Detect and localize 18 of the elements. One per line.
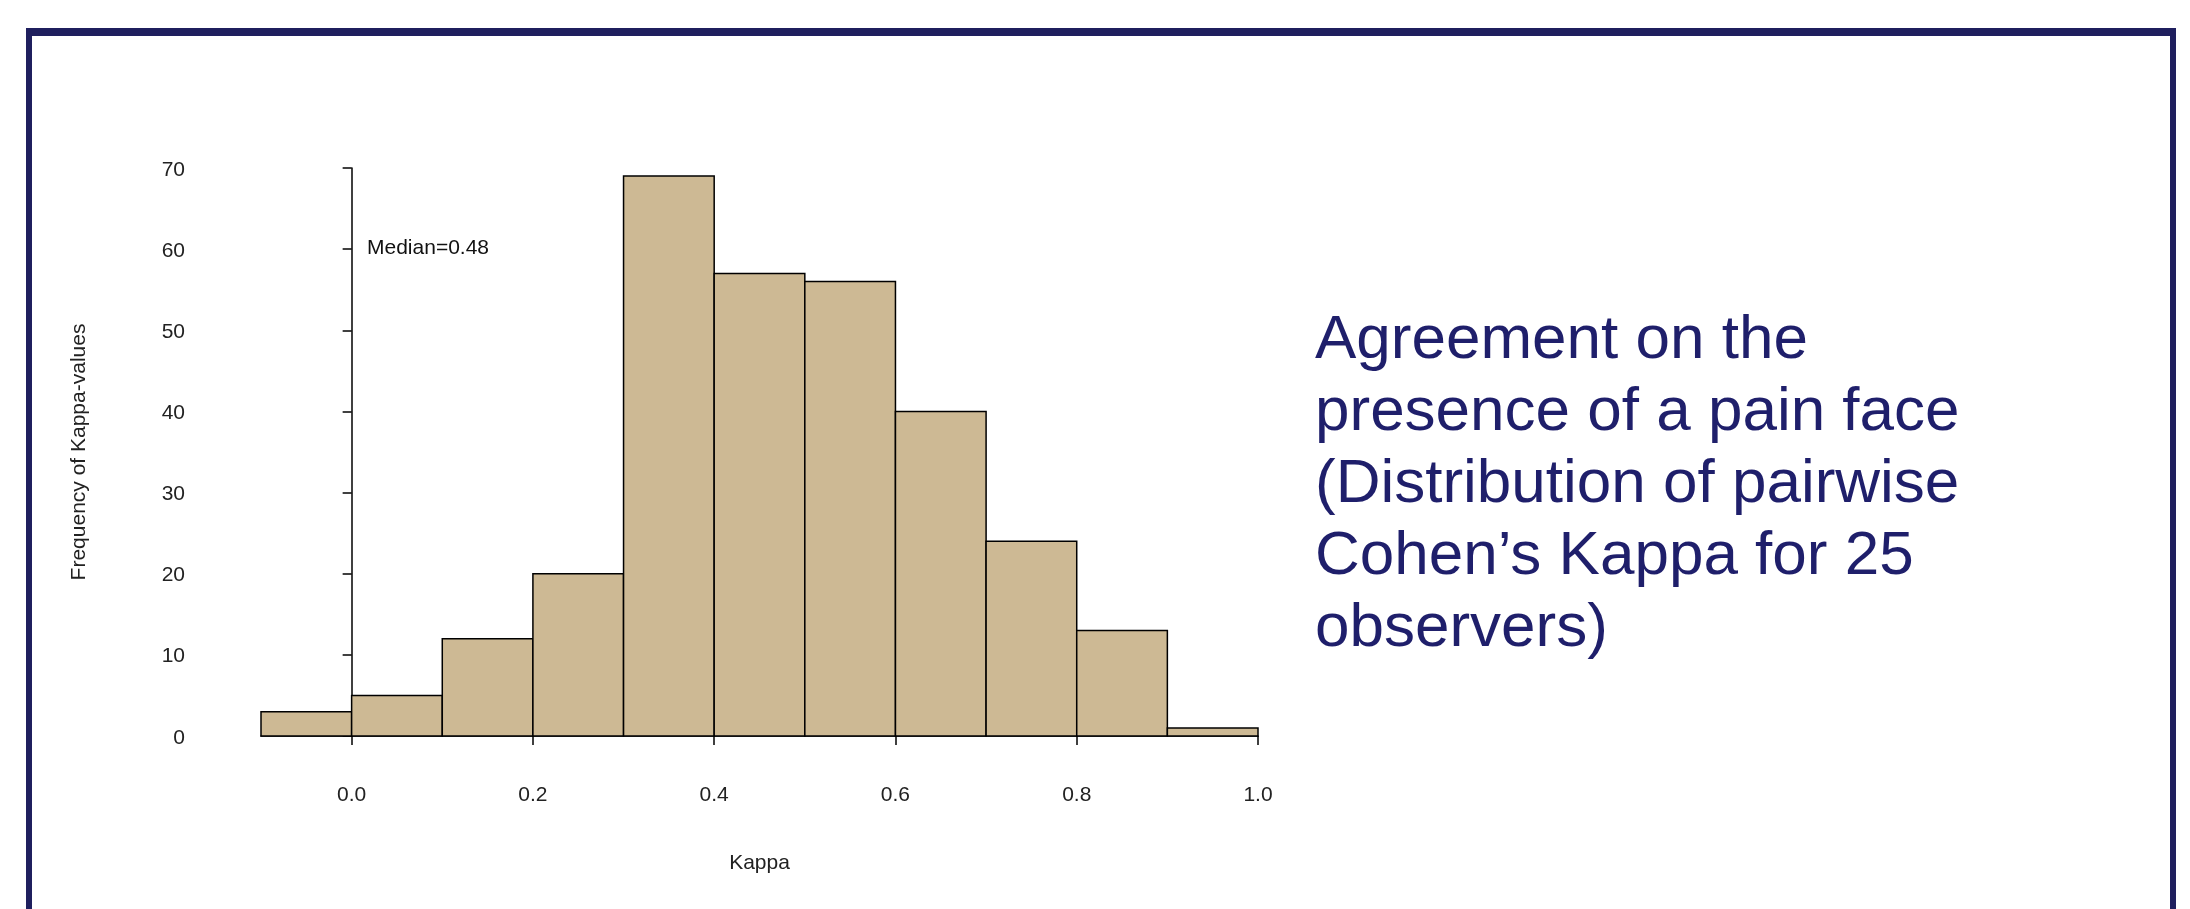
annotation: Median=0.48	[367, 235, 490, 258]
text: Agreement on the presence of a pain face (Distribution of pairwise Cohen’s Kappa for 25 observers)	[1315, 301, 1977, 659]
y-tick-label: 70	[161, 156, 185, 180]
y-tick-label: 20	[161, 562, 185, 586]
y-axis-title: Frequency of Kappa-values	[66, 323, 89, 581]
y-tick-label: 60	[161, 237, 185, 261]
x-axis-title: Kappa	[729, 850, 791, 873]
x-tick-label: 1.0	[1243, 782, 1273, 805]
x-tick-label: 0.0	[337, 782, 367, 805]
y-tick-label: 40	[161, 399, 185, 423]
x-tick-label: 0.8	[1062, 782, 1092, 805]
x-tick-label: 0.6	[880, 782, 911, 805]
y-tick-label: 50	[161, 318, 185, 342]
x-tick-label: 0.4	[699, 782, 730, 805]
y-tick-label: 30	[161, 481, 185, 505]
y-tick-label: 10	[161, 643, 185, 667]
x-tick-label: 0.2	[518, 782, 548, 805]
y-tick-label: 0	[173, 724, 185, 748]
